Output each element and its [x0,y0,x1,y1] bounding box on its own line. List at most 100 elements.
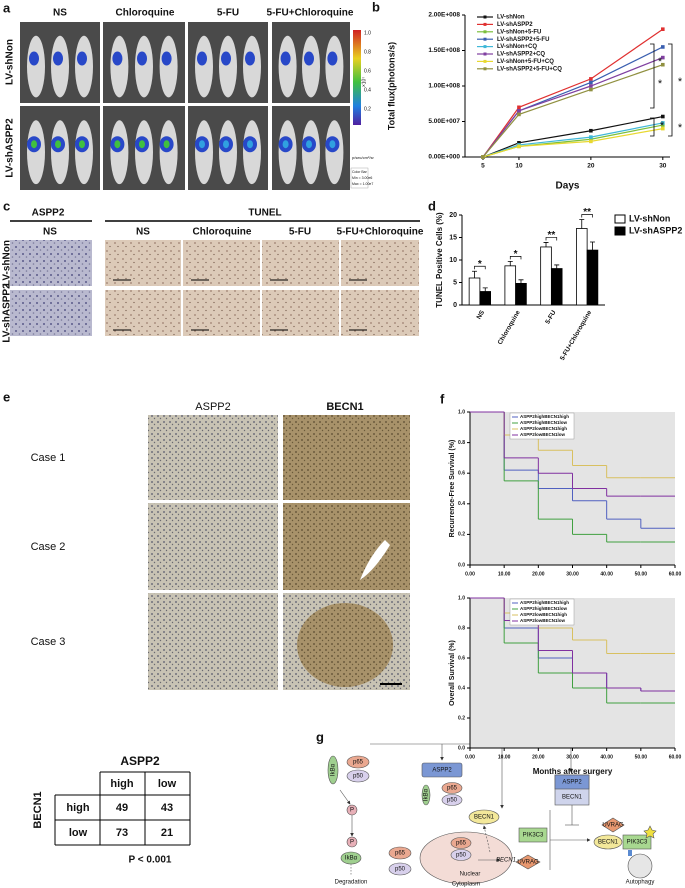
row-header: LV-shASPP2 [2,283,13,343]
point [661,62,665,67]
diagram-label: p65 [447,786,458,792]
annotation: * [658,78,663,90]
legend-label: LV-shASPP2+CQ [497,52,545,58]
mouse [325,35,344,98]
image [10,290,92,336]
diagram-label: p65 [456,841,467,847]
y-tick-label: 0.6 [458,471,465,477]
legend-label: LV-shNon+CQ [497,44,537,50]
image [262,240,339,286]
point [661,27,665,31]
colorbar-tick: 0.8 [364,49,371,55]
table-note: P < 0.001 [129,855,172,866]
diagram-label: ASPP2 [562,780,582,786]
mouse [51,120,69,185]
mouse [135,35,153,98]
x-tick-label: 50.00 [635,571,648,577]
point [589,77,593,81]
colorbar-tick: 1.0 [364,30,371,36]
error-bar [543,242,549,247]
diagram-label: p50 [456,853,467,859]
row-header: LV-shASPP2 [5,118,16,178]
y-tick-label: 0.4 [458,501,465,507]
signal [112,51,123,66]
legend-label: ASPP2highBECN1high [520,414,569,419]
legend-label: ASPP2highBECN1low [520,420,568,425]
panel-label: c [3,198,10,213]
x-tick-label: 10.00 [498,571,511,577]
signal-core [163,140,170,149]
point [589,128,593,133]
y-tick-label: 15 [449,234,457,241]
point [589,87,593,92]
legend-label: LV-shASPP2+5-FU [497,37,549,43]
signal [137,51,147,66]
legend-label: ASPP2lowBECN1low [520,618,566,623]
signal [280,51,291,66]
y-tick-label: 20 [449,212,457,219]
x-tick-label: 60.00 [669,571,682,577]
x-tick-label: 50.00 [635,754,648,760]
diagram-label: P [350,808,354,814]
group-header: TUNEL [248,208,281,219]
legend-label: ASPP2lowBECN1high [520,612,567,617]
column-header: Chloroquine [193,227,252,238]
contingency-table [54,771,191,846]
legend-label: LV-shNon+5-FU [497,29,541,35]
legend-label: ASPP2highBECN1low [520,606,568,611]
bar [515,282,527,306]
signal-core [55,140,61,149]
image [10,240,92,286]
point [661,55,665,60]
column-header: BECN1 [326,401,363,413]
point [517,112,521,117]
diagram-label: p50 [353,774,364,780]
mouse [302,35,320,98]
mouse [110,120,129,185]
y-tick-label: 0.0 [458,562,465,568]
annotation: ** [547,230,555,241]
bar [540,246,552,306]
diagram-label: BECN1 [474,815,495,821]
mouse [159,120,178,185]
table-column: high [110,778,133,790]
signal [77,51,87,66]
series-line [482,28,664,158]
signal-core [223,140,229,149]
diagram-label: IkBα [345,856,358,862]
legend-swatch [483,52,487,56]
x-tick-label: 5-FU+Chloroquine [559,309,594,362]
x-tick-label: 20.00 [532,754,545,760]
bar [576,228,588,306]
bar [468,277,481,306]
x-tick-label: 40.00 [600,754,613,760]
y-tick-label: 0.2 [458,532,465,538]
y-tick-label: 5 [453,279,457,286]
table-cell: 49 [116,802,128,814]
point [589,84,593,88]
table-cell: low [69,827,88,839]
image [183,290,260,336]
image-grid [148,415,410,690]
mouse [219,35,237,98]
table-cell: 73 [116,827,128,839]
legend-swatch [483,30,487,34]
x-axis-label: Days [556,181,580,192]
point [661,114,665,119]
colorbar [353,30,361,125]
point [661,45,665,49]
legend-swatch [483,22,487,26]
error-bar [518,279,524,284]
colorbar-note: Min = 3.00e6 [352,176,372,180]
diagram-label: IkBα [424,788,430,801]
y-tick-label: 1.00E+008 [428,83,460,90]
signal-core [329,140,336,149]
x-tick-label: 60.00 [669,754,682,760]
image [148,593,278,690]
error-bar [472,270,478,278]
stained-region [297,603,393,687]
series-line [482,128,663,158]
column-header: Chloroquine [116,8,175,19]
mouse [219,120,237,185]
